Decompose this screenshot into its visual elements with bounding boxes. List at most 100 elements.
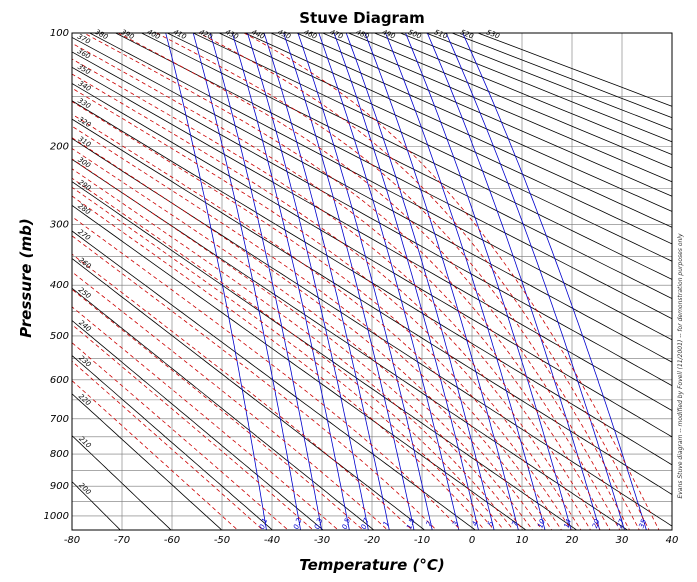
mixing-ratio-line [192,33,301,530]
mixing-ratio-line [297,33,433,530]
dry-adiabat-line [72,36,672,363]
dry-adiabat-line [72,138,672,527]
moist-adiabat-line [72,73,591,530]
mixing-ratio-label: 10 [536,518,547,530]
mixing-ratio-label: 20 [591,518,602,530]
mixing-ratio-line [345,33,495,530]
mixing-ratio-line [426,33,601,530]
mixing-ratio-label: 0.1 [258,517,269,530]
x-tick-label: -60 [164,535,180,546]
mixing-ratio-line [247,33,369,530]
x-tick-label: 0 [469,535,475,546]
moist-adiabat-line [243,33,660,530]
x-tick-label: 30 [616,535,629,546]
moist-adiabat-line [72,186,495,530]
x-tick-label: 40 [666,535,679,546]
dry-adiabat-line [244,33,672,228]
dry-adiabat-line [72,66,672,411]
mixing-ratio-label: 35 [638,518,649,530]
mixing-ratio-line [318,33,460,530]
dry-adiabat-line [321,33,672,183]
mixing-ratio-label: 0.5 [341,517,353,531]
plot-frame [71,32,673,531]
moist-adiabat-line [72,137,543,530]
dry-adiabat-line [72,435,172,530]
moist-adiabat-line [72,380,239,530]
dry-adiabat-label: 220 [77,392,93,407]
moist-adiabat-line [72,125,553,530]
moist-adiabat-line [72,342,289,530]
side-note: Evans Stuve diagram -- modified by Fovel… [677,233,684,499]
mixing-ratio-line [165,33,267,530]
dry-adiabat-line [166,33,672,280]
moist-adiabat-line [72,323,314,530]
x-tick-label: -50 [214,535,230,546]
moist-adiabat-line [72,235,437,530]
dry-adiabat-line [72,393,223,530]
moist-adiabat-line [72,101,572,530]
mixing-ratio-label: 4 [471,520,480,527]
dry-adiabat-label: 200 [77,481,92,496]
mixing-ratio-line [364,33,519,530]
dry-adiabat-line [373,33,672,156]
chart-title: Stuve Diagram [299,9,424,27]
dry-adiabat-line [72,287,375,530]
x-tick-label: 20 [566,535,579,546]
mixing-ratio-label: 27 [616,518,627,530]
dry-adiabat-line [72,83,672,438]
y-tick-label: 1000 [44,511,69,522]
mixing-ratio-label: 7 [510,520,519,527]
mixing-ratio-line [405,33,572,530]
moist-adiabat-line [72,58,601,530]
y-tick-label: 700 [50,414,69,425]
mixing-ratio-label: 0.7 [360,517,372,531]
y-tick-label: 100 [50,28,69,39]
dry-adiabat-line [140,33,672,300]
y-tick-label: 600 [50,375,69,386]
moist-adiabat-line [72,271,389,530]
x-axis-title: Temperature (°C) [299,556,444,574]
moist-adiabat-line [72,195,486,530]
y-tick-label: 200 [50,142,69,153]
dry-adiabat-line [450,33,672,119]
mixing-ratio-label: 0.3 [313,517,324,530]
dry-adiabat-line [72,181,578,530]
x-tick-label: -40 [264,535,280,546]
mixing-ratio-label: 2 [425,520,434,527]
mixing-ratio-label: 14 [562,518,573,529]
y-tick-label: 300 [50,219,69,230]
dry-adiabat-line [72,481,121,530]
x-tick-label: -30 [314,535,330,546]
moist-adiabat-line [117,33,630,530]
moist-adiabat-line [72,42,611,530]
mixing-ratio-line [209,33,323,530]
y-tick-label: 900 [50,481,69,492]
moist-adiabat-line [72,360,264,530]
x-tick-label: 10 [516,535,529,546]
mixing-ratio-line [445,33,625,530]
dry-adiabat-line [72,355,274,530]
mixing-ratio-label: 1.5 [405,517,417,531]
mixing-ratio-line [333,33,479,530]
dry-adiabat-line [72,100,672,466]
y-axis-title: Pressure (mb) [17,218,35,338]
x-tick-label: -80 [64,535,80,546]
moist-adiabat-line [72,216,462,530]
dry-adiabat-line [72,230,476,530]
moist-adiabat-line [72,148,534,530]
mixing-ratio-line [263,33,390,530]
moist-adiabat-line [72,306,339,530]
x-tick-label: -20 [364,535,380,546]
y-tick-label: 800 [50,449,69,460]
dry-adiabat-line [192,33,672,262]
y-tick-label: 500 [50,331,69,342]
y-tick-label: 400 [50,280,69,291]
plot-area: -80 -70 -60 -50 -40 -30 -20 -10 0 10 20 30 40 100 200 3… [0,0,679,546]
dry-adiabat-line [72,258,426,530]
moist-adiabat-line [72,168,514,530]
dry-adiabat-line [72,204,527,530]
dry-adiabat-line [0,0,83,544]
mixing-ratio-label: 5 [486,520,495,527]
mixing-ratio-label: 0.2 [292,517,304,531]
